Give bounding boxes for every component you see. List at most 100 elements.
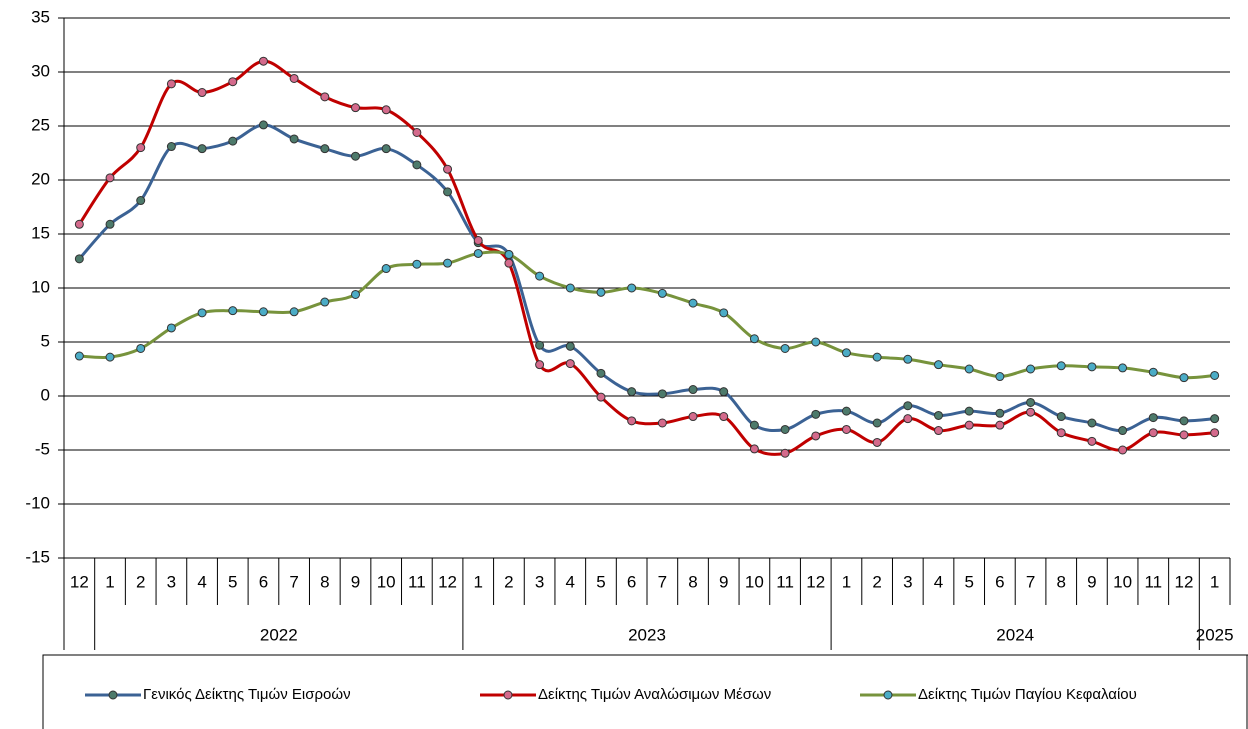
x-tick-label: 11 [408, 572, 426, 591]
data-point [811, 337, 821, 347]
data-point [381, 264, 391, 274]
data-point [1118, 363, 1128, 373]
data-point [166, 323, 176, 333]
y-tick-label: 0 [41, 385, 50, 404]
y-tick-label: 15 [31, 223, 50, 242]
data-point [289, 134, 299, 144]
y-tick-label: 35 [31, 7, 50, 26]
data-point [473, 235, 483, 245]
x-tick-label: 2 [872, 572, 881, 591]
x-tick-label: 9 [351, 572, 360, 591]
year-label: 2025 [1196, 625, 1234, 644]
x-tick-label: 12 [70, 572, 89, 591]
data-point [811, 431, 821, 441]
series-line [78, 123, 1215, 433]
data-point [105, 352, 115, 362]
x-tick-label: 3 [903, 572, 912, 591]
x-tick-label: 11 [776, 572, 794, 591]
x-tick-label: 11 [1144, 572, 1162, 591]
data-point [1210, 370, 1220, 380]
data-point [289, 307, 299, 317]
data-point [1179, 430, 1189, 440]
data-point [1087, 418, 1097, 428]
x-tick-label: 12 [806, 572, 825, 591]
year-label: 2023 [628, 625, 666, 644]
data-point [1118, 445, 1128, 455]
data-point [228, 306, 238, 316]
data-point [688, 385, 698, 395]
data-point [535, 271, 545, 281]
data-point [934, 410, 943, 420]
data-point [197, 144, 207, 154]
x-tick-label: 10 [377, 572, 396, 591]
data-point [627, 387, 637, 397]
year-label: 2022 [260, 625, 298, 644]
data-point [872, 418, 882, 428]
data-point [1056, 428, 1066, 438]
legend-label: Γενικός Δείκτης Τιμών Εισροών [143, 686, 351, 703]
x-tick-label: 4 [197, 572, 206, 591]
data-point [964, 406, 974, 416]
year-label: 2024 [996, 625, 1034, 644]
legend-label: Δείκτης Τιμών Παγίου Κεφαλαίου [918, 686, 1137, 703]
data-point [719, 412, 729, 422]
legend-marker [883, 690, 893, 700]
data-point [228, 77, 238, 87]
data-point [1118, 426, 1128, 436]
data-point [320, 297, 330, 307]
data-point [749, 334, 759, 344]
data-point [903, 354, 913, 364]
data-point [443, 258, 453, 268]
data-point [1210, 428, 1220, 438]
data-point [197, 308, 207, 318]
data-point [688, 298, 698, 308]
data-point [565, 341, 575, 351]
data-point [811, 409, 821, 419]
x-tick-label: 8 [1057, 572, 1066, 591]
data-point [872, 437, 882, 447]
x-tick-label: 8 [320, 572, 329, 591]
data-point [351, 103, 360, 113]
data-point [841, 424, 851, 434]
legend-marker [108, 690, 118, 700]
x-tick-label: 1 [105, 572, 114, 591]
data-point [320, 144, 330, 154]
data-point [627, 416, 637, 426]
data-point [596, 287, 606, 297]
data-point [504, 250, 514, 260]
data-point [258, 120, 268, 130]
x-tick-label: 1 [842, 572, 851, 591]
data-point [780, 448, 790, 458]
x-tick-label: 7 [1026, 572, 1035, 591]
data-point [504, 258, 514, 268]
data-point [381, 105, 391, 115]
data-point [1056, 361, 1066, 371]
y-tick-label: 10 [31, 277, 50, 296]
data-point [166, 142, 176, 152]
data-point [105, 173, 115, 183]
data-point [443, 164, 453, 174]
data-point [258, 307, 268, 317]
data-point [1210, 414, 1220, 424]
data-point [166, 79, 176, 89]
data-point [964, 420, 974, 430]
data-point [872, 352, 882, 362]
y-tick-label: 20 [31, 169, 50, 188]
data-point [934, 360, 943, 370]
data-point [1026, 364, 1036, 374]
data-point [657, 418, 667, 428]
x-tick-label: 12 [1175, 572, 1194, 591]
data-point [535, 360, 545, 370]
x-tick-label: 4 [934, 572, 943, 591]
data-point [657, 288, 667, 298]
x-tick-label: 10 [745, 572, 764, 591]
series-line [79, 250, 1215, 380]
x-tick-label: 8 [688, 572, 697, 591]
x-tick-label: 9 [719, 572, 728, 591]
data-point [995, 408, 1005, 418]
data-point [105, 219, 115, 229]
data-point [841, 406, 851, 416]
data-point [136, 196, 146, 206]
x-tick-label: 3 [535, 572, 544, 591]
